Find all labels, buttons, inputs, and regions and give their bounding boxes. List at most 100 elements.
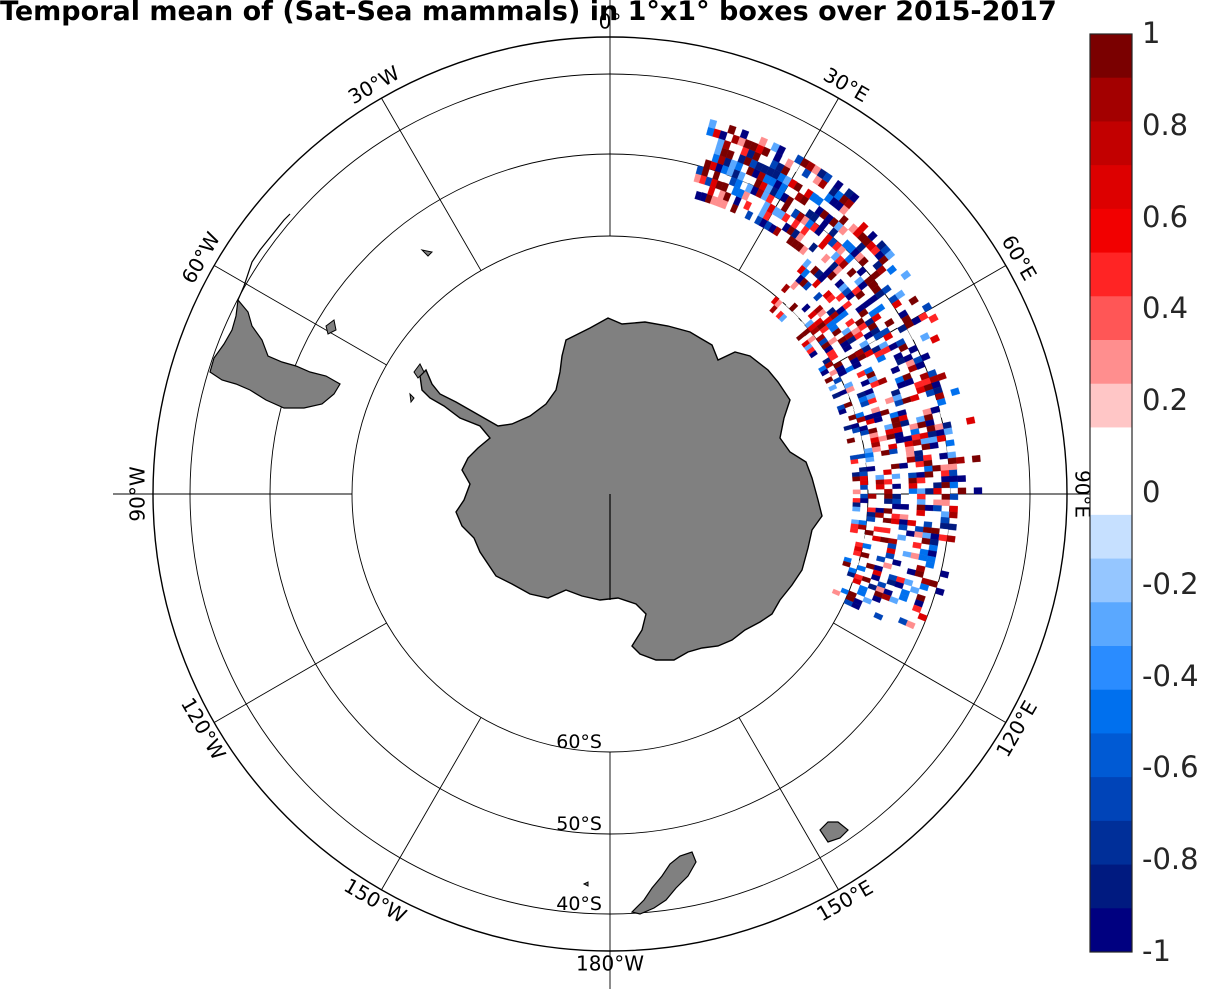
colorbar-band	[1090, 689, 1132, 734]
data-cell	[957, 487, 967, 495]
data-cell	[924, 465, 933, 473]
data-cell	[901, 555, 911, 564]
data-cell	[949, 511, 958, 519]
colorbar-tick-label: -0.6	[1142, 750, 1199, 785]
data-cell	[903, 401, 914, 410]
peninsula-islands	[409, 249, 434, 404]
data-cell	[867, 507, 876, 513]
antarctica-landmass	[419, 317, 823, 661]
data-cell	[947, 523, 957, 531]
data-cell	[832, 376, 843, 385]
meridian-line	[738, 717, 839, 890]
data-cell	[859, 357, 870, 366]
data-cell	[794, 296, 805, 306]
colorbar-band	[1090, 733, 1132, 778]
data-cell	[921, 302, 933, 313]
data-cell	[860, 484, 869, 490]
data-cells	[691, 119, 983, 630]
data-cell	[897, 534, 907, 541]
data-cell	[923, 460, 933, 467]
meridian-line	[381, 98, 482, 271]
data-cell	[860, 551, 870, 559]
colorbar-band	[1090, 646, 1132, 691]
data-cell	[891, 513, 901, 520]
data-cell	[931, 522, 941, 529]
data-cell	[933, 488, 942, 495]
colorbar-frame	[1089, 33, 1133, 953]
data-cell	[857, 457, 867, 464]
data-cell	[916, 504, 926, 511]
data-cell	[875, 474, 885, 481]
data-cell	[917, 488, 926, 495]
data-cell	[860, 493, 869, 499]
data-cell	[891, 468, 901, 475]
data-cell	[758, 136, 769, 148]
data-cell	[782, 148, 793, 159]
south-america-landmass	[209, 298, 341, 409]
data-cell	[892, 483, 901, 490]
data-cell	[900, 269, 912, 281]
data-cell	[929, 441, 939, 450]
data-cell	[920, 352, 931, 362]
data-cell	[955, 456, 965, 464]
data-cell	[973, 487, 983, 495]
data-cell	[941, 493, 951, 501]
data-cell	[883, 469, 893, 476]
data-cell	[949, 469, 958, 477]
data-cell	[917, 612, 928, 622]
data-cell	[940, 470, 950, 477]
data-cell	[884, 493, 893, 500]
data-cell	[875, 479, 885, 485]
data-cell	[919, 583, 930, 592]
data-cell	[914, 531, 924, 539]
data-cell	[956, 469, 966, 476]
meridian-label: 180°W	[576, 952, 644, 976]
data-cell	[882, 331, 894, 342]
latitude-label: 50°S	[556, 813, 602, 835]
meridian-grid	[113, 0, 1107, 989]
data-cell	[859, 471, 868, 477]
data-cell	[889, 453, 899, 460]
data-cell	[871, 312, 882, 323]
data-cell	[892, 478, 901, 485]
data-cell	[939, 522, 949, 530]
meridian-line	[214, 622, 387, 723]
data-cell	[947, 457, 957, 465]
data-cell	[908, 488, 918, 495]
south-america-west-coast	[237, 213, 291, 301]
data-cell	[852, 476, 861, 482]
data-cell	[940, 516, 950, 524]
meridian-label: 0°	[599, 10, 622, 34]
data-cell	[892, 503, 901, 510]
data-cell	[873, 526, 883, 533]
data-cell	[851, 602, 861, 611]
data-cell	[857, 524, 867, 531]
latitude-label: 40°S	[556, 893, 602, 915]
data-cell	[873, 612, 884, 621]
data-cell	[860, 498, 869, 504]
meridian-labels: 0°30°E60°E90°E120°E150°E180°W150°W120°W9…	[126, 10, 1095, 976]
data-cell	[875, 484, 885, 490]
colorbar-tick-label: 1	[1142, 16, 1161, 50]
data-cell	[936, 397, 947, 407]
data-cell	[828, 383, 838, 392]
colorbar-band	[1090, 427, 1132, 472]
data-cell	[852, 498, 861, 503]
data-cell	[888, 596, 899, 605]
data-cell	[943, 427, 953, 436]
data-cell	[941, 481, 951, 489]
data-cell	[866, 466, 876, 472]
data-cell	[739, 129, 750, 140]
data-cell	[938, 534, 948, 542]
colorbar-tick-label: -0.8	[1142, 842, 1199, 877]
data-cell	[886, 264, 898, 276]
data-cell	[866, 511, 876, 518]
colorbar-band	[1090, 383, 1132, 428]
data-cell	[884, 249, 896, 261]
data-cell	[881, 284, 892, 295]
data-cell	[921, 443, 931, 451]
data-cell	[925, 488, 934, 495]
data-cell	[939, 452, 949, 460]
data-cell	[946, 445, 956, 453]
data-cell	[963, 449, 973, 457]
